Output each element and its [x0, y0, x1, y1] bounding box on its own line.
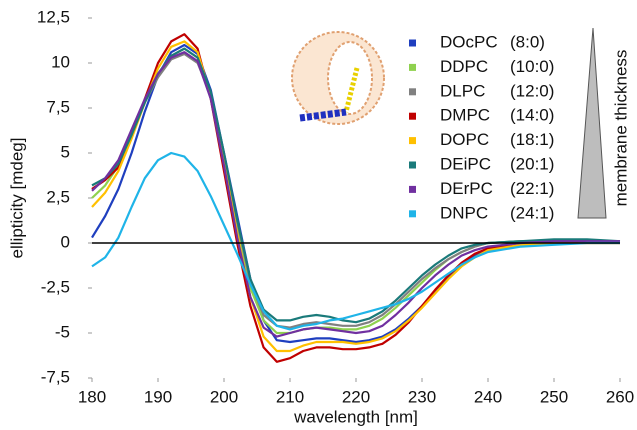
legend-swatch: [409, 185, 416, 193]
legend-chain: (12:0): [510, 81, 554, 100]
series-line: [91, 33, 620, 363]
series-line: [91, 52, 621, 329]
thickness-wedge: [577, 27, 607, 219]
y-tick-label: 5: [61, 142, 70, 161]
y-tick-label: 12,5: [37, 7, 70, 26]
legend-chain: (20:1): [510, 154, 554, 173]
x-tick-label: 260: [606, 387, 634, 406]
legend-swatch: [409, 137, 416, 145]
y-tick-label: 0: [61, 232, 70, 251]
peptide-helix: [343, 67, 360, 113]
legend-chain: (14:0): [510, 106, 554, 125]
legend-name: DErPC: [440, 179, 493, 198]
x-tick-label: 230: [408, 387, 436, 406]
legend-swatch: [409, 88, 416, 96]
y-tick-label: 7,5: [46, 97, 70, 116]
legend-name: DMPC: [440, 106, 490, 125]
legend-chain: (18:1): [510, 130, 554, 149]
y-tick-label: -5: [55, 322, 70, 341]
legend-name: DEiPC: [440, 154, 491, 173]
legend-name: DNPC: [440, 203, 488, 222]
legend-name: DOcPC: [440, 32, 498, 51]
vesicle-inner: [327, 41, 373, 115]
x-tick-label: 250: [540, 387, 568, 406]
series-line: [91, 51, 620, 338]
annotation: membrane thickness: [611, 50, 630, 207]
legend-chain: (22:1): [510, 179, 554, 198]
legend-name: DDPC: [440, 57, 488, 76]
peptide-chain: [299, 108, 347, 122]
x-tick-label: 180: [78, 387, 106, 406]
x-axis-label: wavelength [nm]: [293, 407, 418, 426]
x-tick-label: 240: [474, 387, 502, 406]
legend-chain: (10:0): [510, 57, 554, 76]
legend-chain: (24:1): [510, 203, 554, 222]
y-tick-label: -2,5: [41, 277, 70, 296]
legend-swatch: [409, 63, 416, 71]
y-tick-label: 10: [51, 52, 70, 71]
legend-name: DLPC: [440, 81, 485, 100]
x-tick-label: 190: [144, 387, 172, 406]
y-tick-label: 2,5: [46, 187, 70, 206]
legend-name: DOPC: [440, 130, 489, 149]
legend-swatch: [409, 210, 416, 218]
legend-swatch: [409, 161, 416, 169]
legend-swatch: [409, 112, 416, 120]
x-tick-label: 220: [342, 387, 370, 406]
vesicle-illustration: [291, 31, 385, 125]
x-tick-label: 200: [210, 387, 238, 406]
legend-chain: (8:0): [510, 32, 545, 51]
y-axis-label: ellipticity [mdeg]: [7, 138, 26, 259]
y-tick-label: -7,5: [41, 367, 70, 386]
series-line: [91, 151, 620, 331]
x-tick-label: 210: [276, 387, 304, 406]
legend-swatch: [409, 39, 416, 47]
